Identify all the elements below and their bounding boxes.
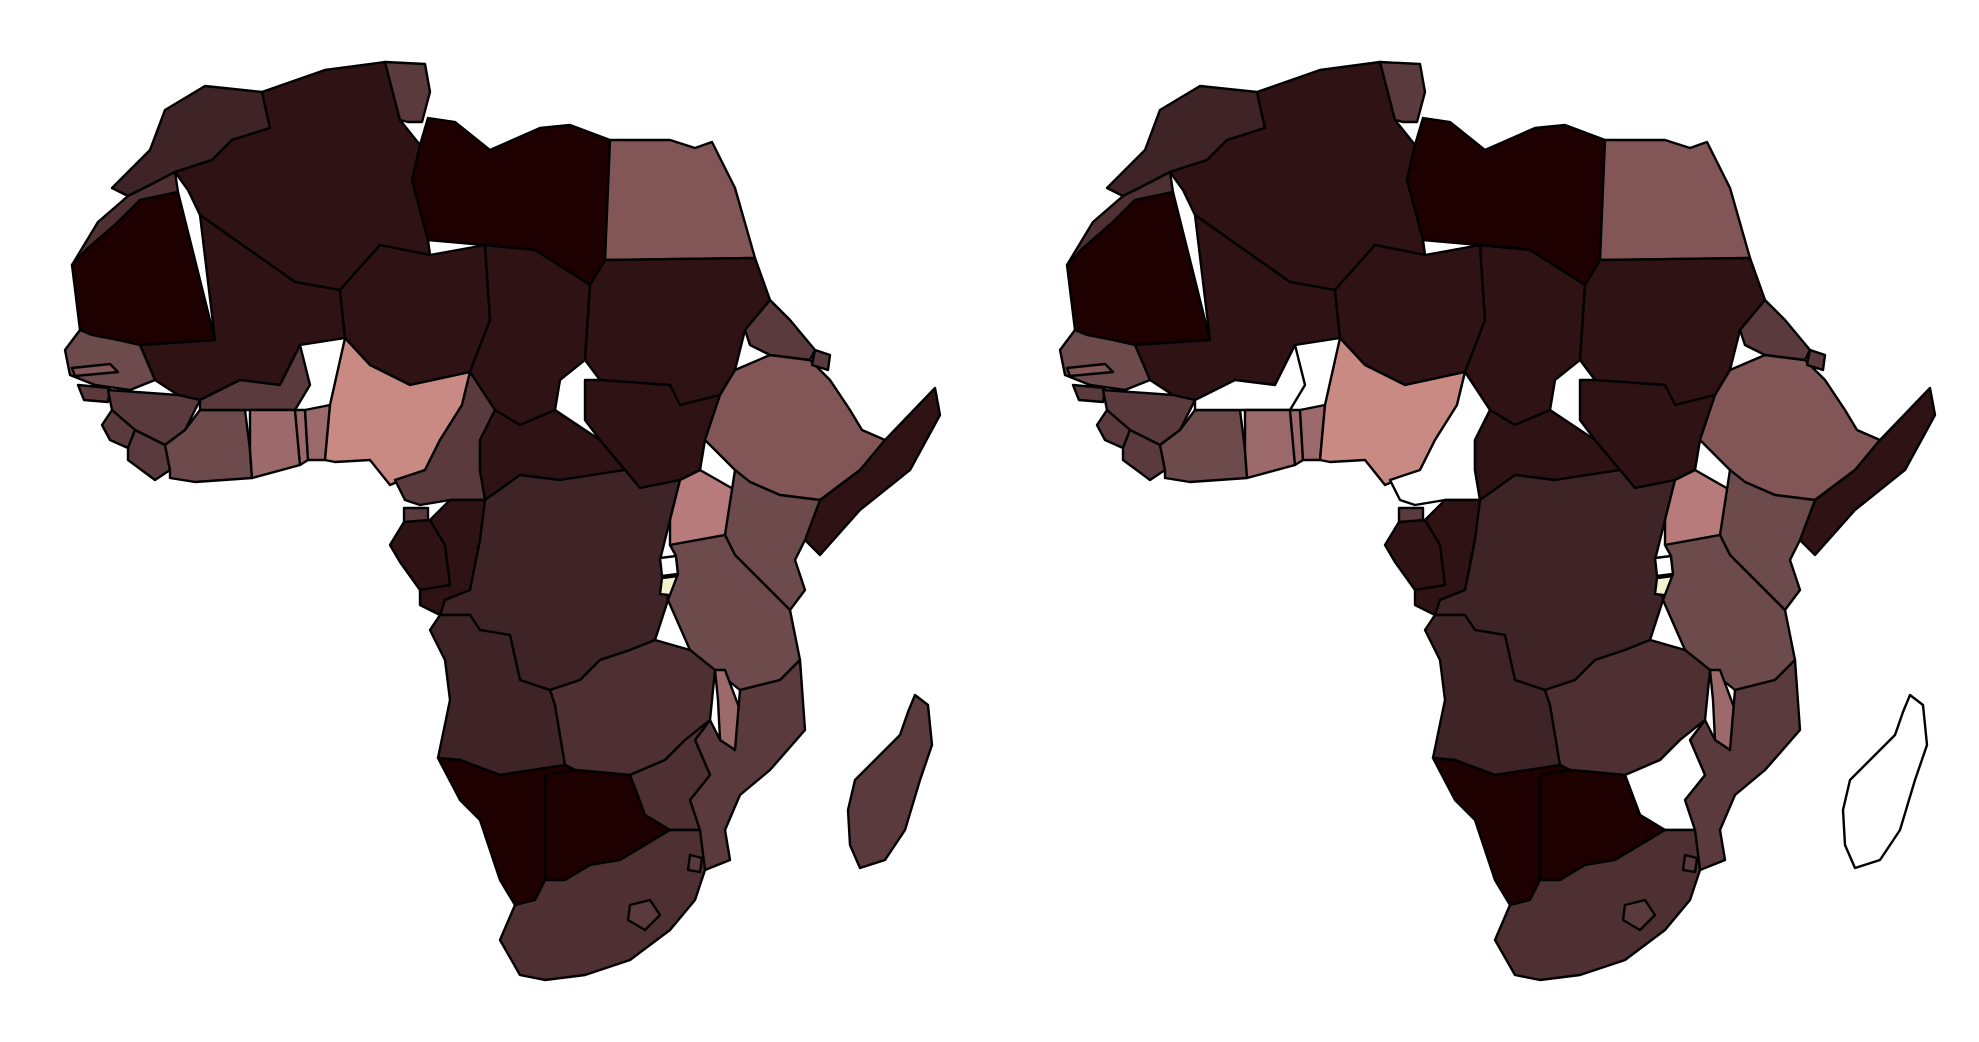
- region-egypt: [1598, 138, 1752, 262]
- region-swaziland: [686, 853, 704, 874]
- region-lesotho: [626, 898, 662, 932]
- region-guinea-bissau: [76, 383, 112, 404]
- region-tunisia: [1378, 60, 1427, 124]
- region-ghana: [1243, 408, 1297, 480]
- region-burkina-faso: [198, 343, 312, 412]
- region-somalia: [1798, 386, 1937, 557]
- region-madagascar: [846, 693, 934, 870]
- region-guinea-bissau: [1071, 383, 1107, 404]
- region-mauritania: [1065, 190, 1212, 347]
- region-south-africa: [498, 828, 707, 982]
- region-eritrea: [743, 298, 817, 362]
- region-gambia: [1065, 362, 1115, 378]
- region-sierra-leone: [100, 408, 137, 450]
- region-mauritania: [70, 190, 217, 347]
- region-lesotho: [1621, 898, 1657, 932]
- region-south-africa: [1493, 828, 1702, 982]
- region-ghana: [248, 408, 302, 480]
- region-burkina-faso: [1193, 343, 1307, 412]
- region-djibouti: [1805, 348, 1827, 372]
- region-egypt: [603, 138, 757, 262]
- region-sierra-leone: [1095, 408, 1132, 450]
- region-somalia: [803, 386, 942, 557]
- region-tunisia: [383, 60, 432, 124]
- africa-map-right: [1058, 60, 1937, 982]
- region-madagascar: [1841, 693, 1929, 870]
- region-gambia: [70, 362, 120, 378]
- region-swaziland: [1681, 853, 1699, 874]
- region-djibouti: [810, 348, 832, 372]
- region-eritrea: [1738, 298, 1812, 362]
- africa-map-left: [63, 60, 942, 982]
